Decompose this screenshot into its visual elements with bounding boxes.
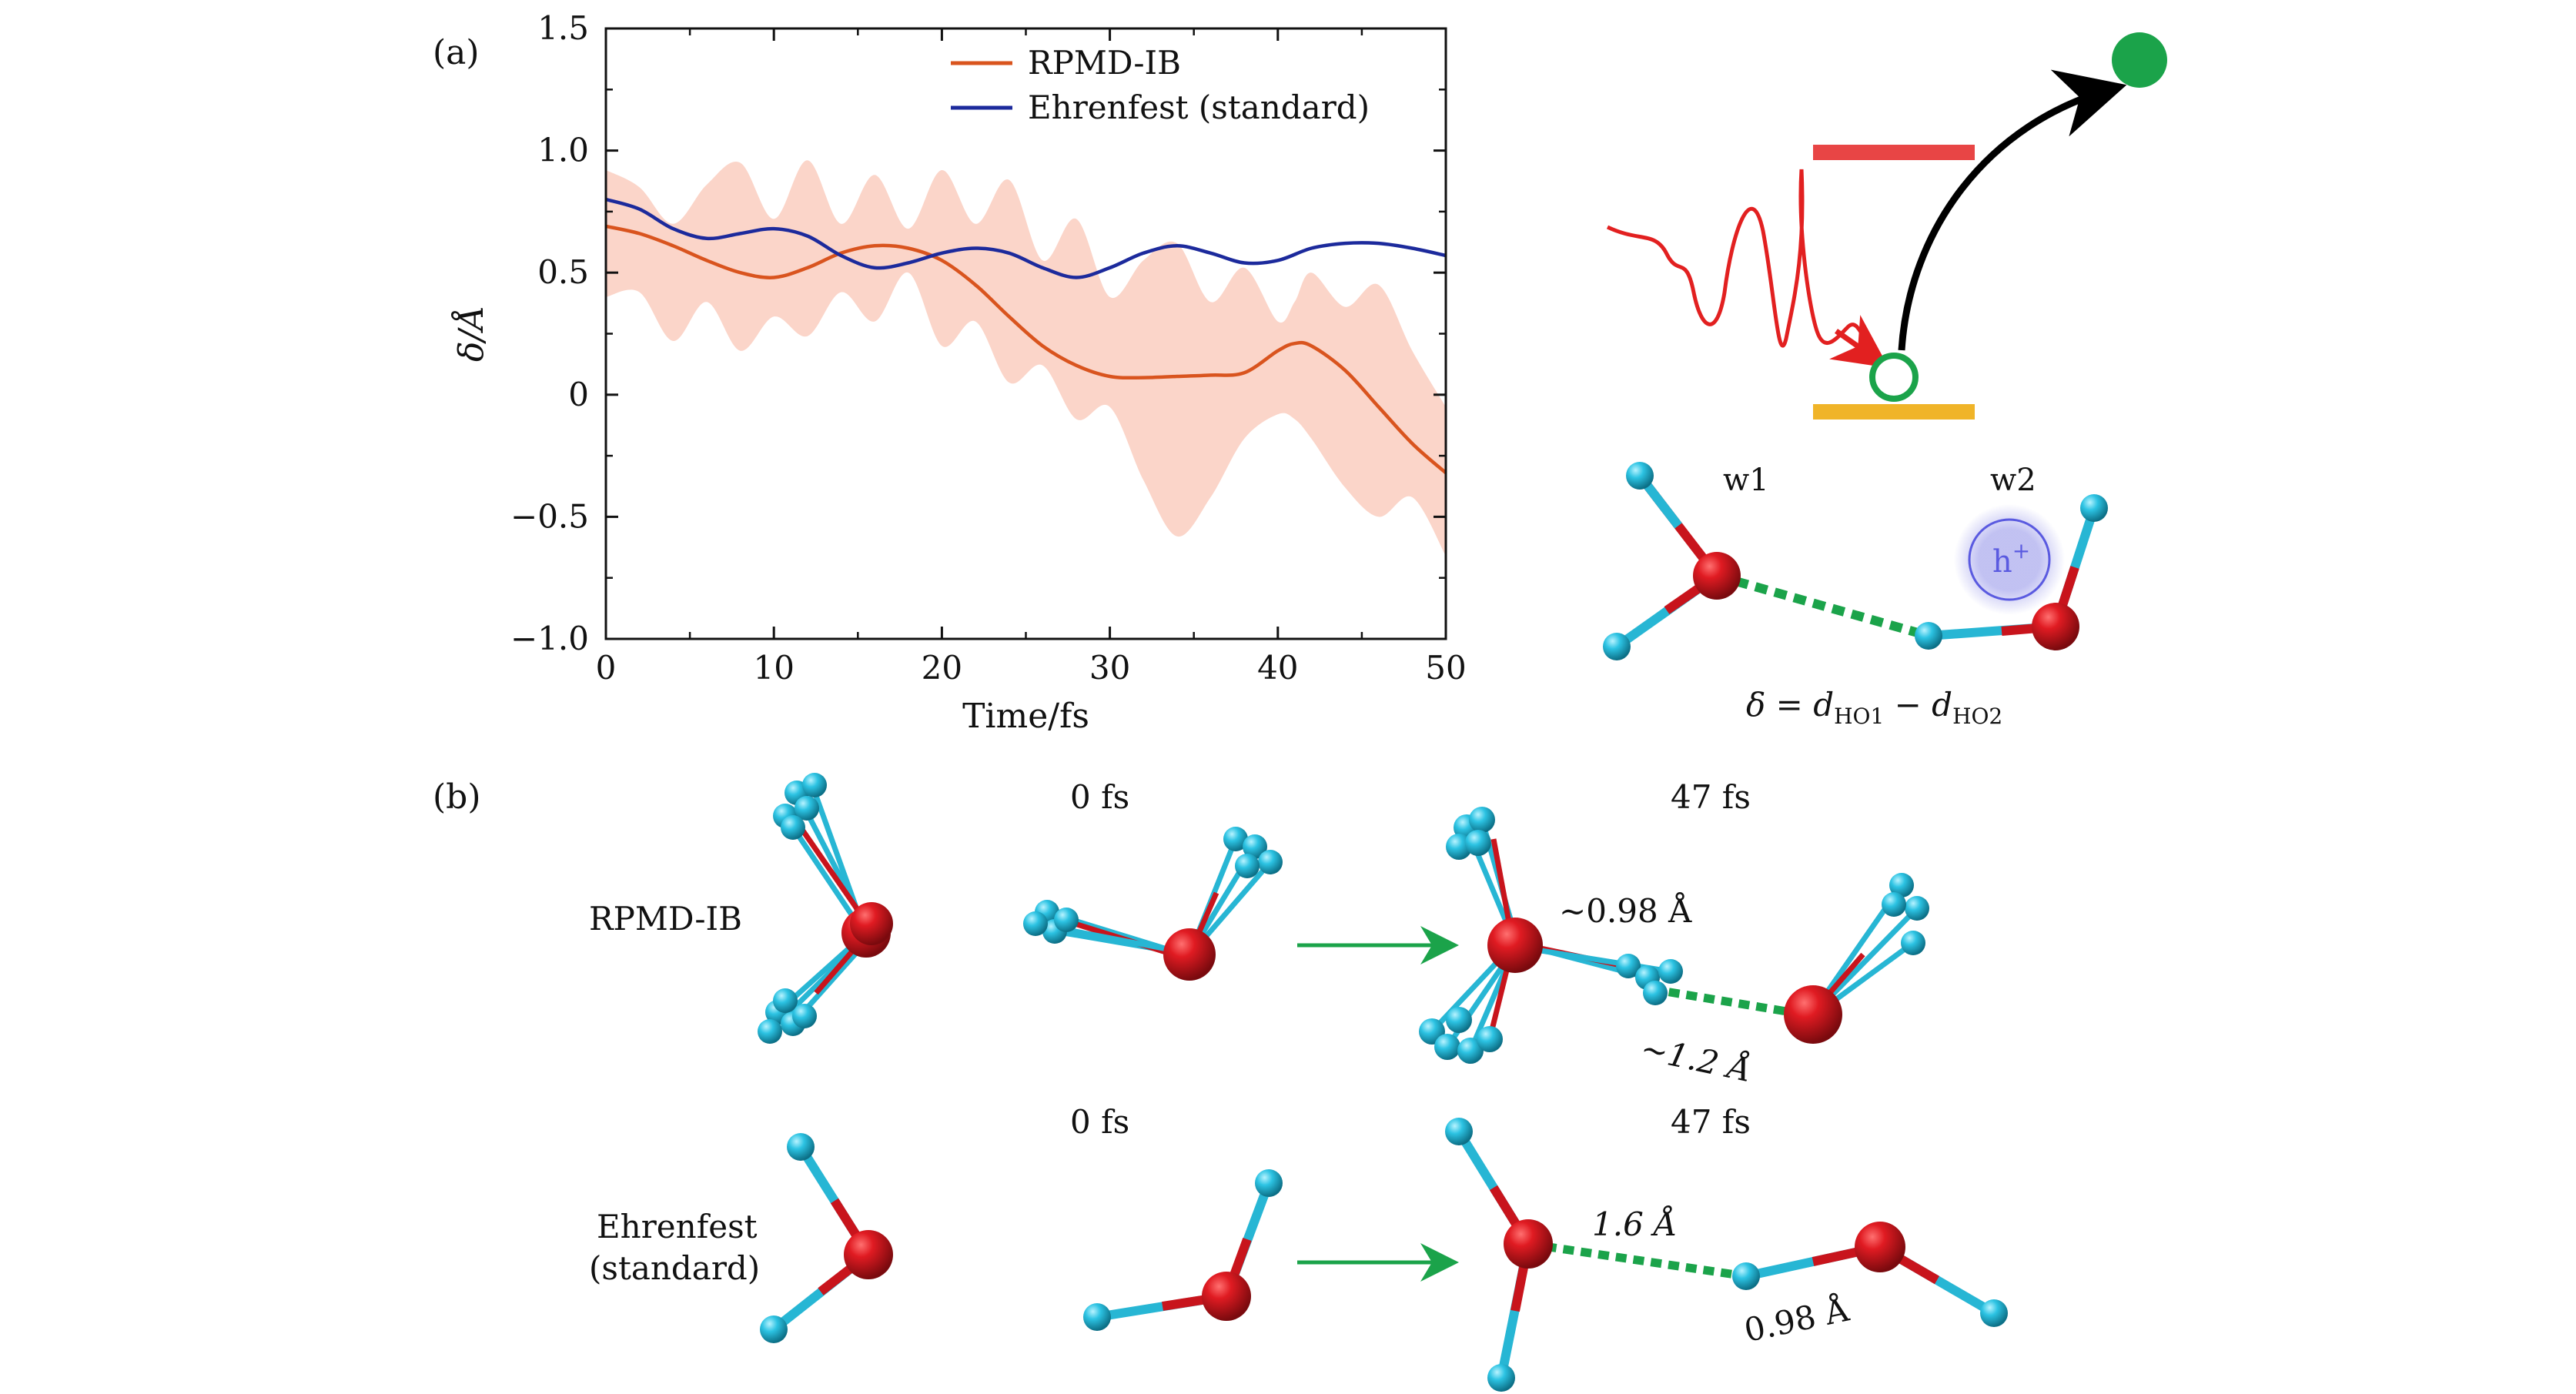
delta-equation: δ = dHO1 − dHO2 [1746,686,2002,729]
y-tick-label: −1.0 [510,620,589,657]
y-tick-label: 1.0 [537,132,589,169]
y-axis-label: δ/Å [450,306,491,362]
series-line-rpmd-ib [605,224,1447,475]
ehrenfest-dimer-47fs [1445,1118,2008,1392]
y-tick-label: 0 [568,376,589,413]
rpmd-molecule-1 [758,773,893,1044]
panel-a-label: (a) [433,33,480,72]
y-tick-label: −0.5 [510,497,589,535]
w2-label: w2 [1990,463,2036,498]
row-rpmd-ib: RPMD-IB 0 fs 47 fs ∼0.98 Å ∼1.2 Å [589,773,1929,1089]
x-tick-label: 50 [1425,649,1466,687]
hbond-ehrenfest [1527,1239,1747,1281]
legend-entry: Ehrenfest (standard) [1028,89,1370,126]
rpmd-ib-uncertainty-band [606,160,1446,557]
x-axis-label: Time/fs [962,697,1089,736]
hbond-rpmd [1651,984,1806,1019]
oxygen-w2 [2032,603,2079,650]
time-0fs-rpmd: 0 fs [1070,778,1129,816]
bond-oh-rpmd: ∼0.98 Å [1559,891,1692,930]
hole-label: h+ [1992,538,2030,580]
panel-b-label: (b) [433,777,481,817]
hole-state-circle [1869,353,1919,402]
water-dimer-diagram: w1 w2 h+ δ = dHO1 − dHO2 [1603,462,2108,729]
hydrogen-bond [1715,571,1930,640]
excited-electron [2112,32,2167,88]
bond-oh-ehrenfest: 0.98 Å [1741,1290,1852,1350]
x-tick-label: 0 [596,649,617,687]
w1-label: w1 [1723,463,1769,498]
time-0fs-ehrenfest: 0 fs [1070,1103,1129,1141]
row-label-ehrenfest-2: (standard) [589,1249,760,1287]
ehrenfest-molecule-2 [1083,1169,1283,1331]
series-line-ehrenfest [605,197,1447,279]
photon-arrow [1829,315,1889,369]
y-tick-label: 1.5 [537,9,589,47]
time-47fs-rpmd: 47 fs [1671,778,1751,816]
rpmd-dimer-47fs [1419,807,1929,1064]
delta-time-chart: 0 10 20 30 40 50 −1.0 −0.5 0 0.5 1.0 1.5 Time/fs δ/Å R… [450,9,1467,736]
x-tick-label: 30 [1089,649,1130,687]
row-ehrenfest: Ehrenfest (standard) 0 fs 47 fs 1.6 Å 0.… [589,1103,2008,1392]
bond-hb-ehrenfest: 1.6 Å [1592,1205,1677,1243]
row-label-rpmd: RPMD-IB [589,900,742,938]
y-tick-label: 0.5 [537,253,589,291]
x-tick-label: 10 [753,649,794,687]
oxygen-w1 [1693,552,1741,600]
time-47fs-ehrenfest: 47 fs [1671,1103,1751,1141]
bond-hb-rpmd: ∼1.2 Å [1638,1028,1755,1089]
legend-entry: RPMD-IB [1028,44,1181,82]
energy-diagram [1606,32,2167,420]
ehrenfest-molecule-1 [760,1133,893,1343]
x-tick-label: 40 [1257,649,1298,687]
lower-level [1813,404,1975,420]
hole-circle [1968,518,2051,601]
upper-level [1813,145,1975,160]
x-tick-label: 20 [922,649,962,687]
photon-wave [1606,169,1880,356]
excitation-arrow [1898,69,2127,351]
rpmd-molecule-2 [1023,827,1283,981]
row-label-ehrenfest-1: Ehrenfest [597,1208,758,1245]
